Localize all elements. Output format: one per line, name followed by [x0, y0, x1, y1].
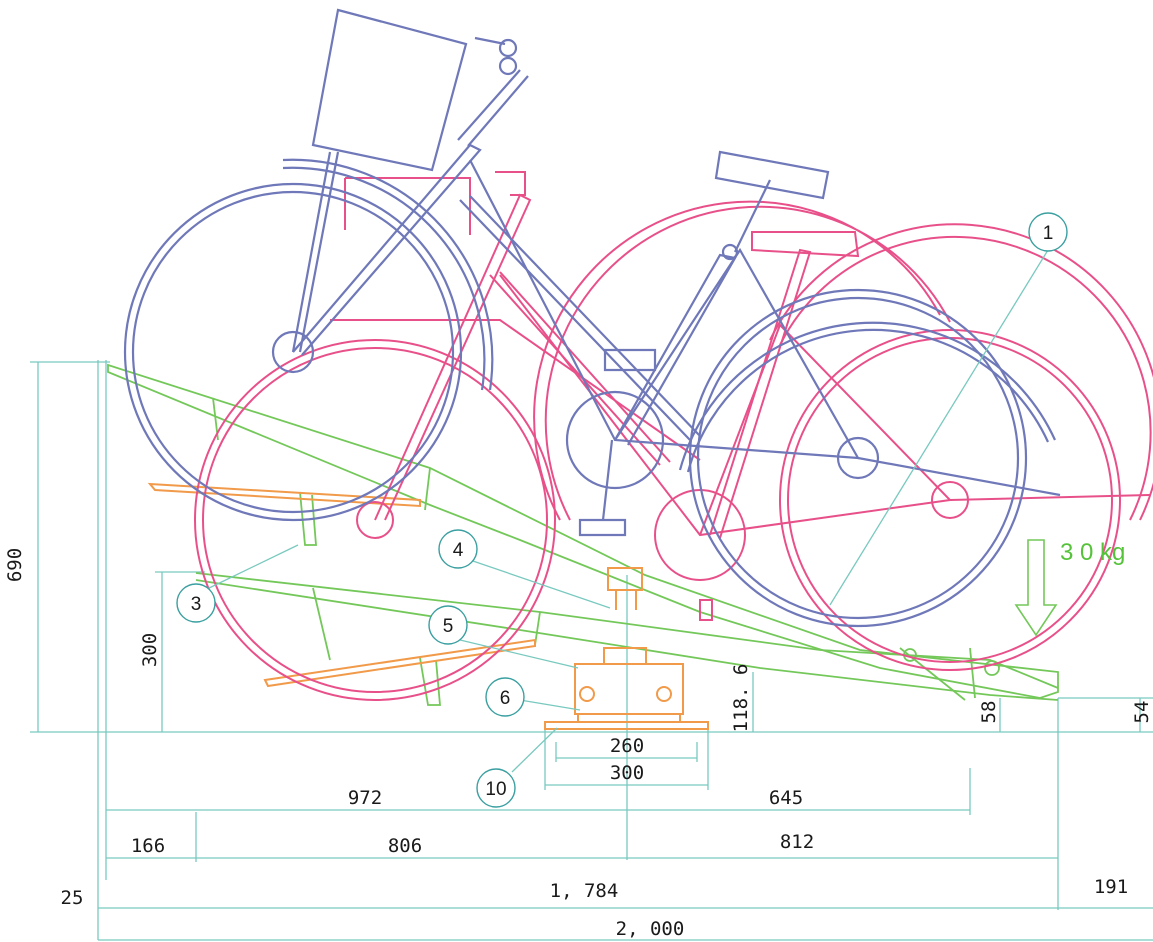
leader-lines — [204, 249, 1049, 773]
callout-5-label: 5 — [443, 616, 454, 637]
callout-4: 4 — [438, 529, 478, 569]
supports — [147, 482, 709, 730]
dim-118-6: 118. 6 — [730, 664, 752, 733]
dim-260: 260 — [610, 735, 644, 757]
callout-1-label: 1 — [1043, 223, 1054, 244]
dim-806: 806 — [388, 835, 422, 857]
callout-3: 3 — [176, 583, 216, 623]
dim-690: 690 — [4, 548, 26, 582]
dim-1784: 1, 784 — [550, 880, 619, 902]
lower-bicycle — [194, 171, 1153, 701]
callout-4-label: 4 — [453, 540, 464, 561]
dim-812: 812 — [780, 831, 814, 853]
callout-1: 1 — [1028, 212, 1068, 252]
dim-2000: 2, 000 — [616, 918, 685, 940]
dim-166: 166 — [131, 835, 165, 857]
upper-bicycle — [123, 8, 1061, 628]
rails — [107, 363, 1059, 706]
dim-972: 972 — [348, 787, 382, 809]
dim-300-width: 300 — [610, 762, 644, 784]
callout-6-label: 6 — [500, 688, 511, 709]
dimension-lines — [30, 360, 1153, 941]
callout-6: 6 — [485, 677, 525, 717]
dim-645: 645 — [769, 787, 803, 809]
dim-300-height: 300 — [139, 633, 161, 667]
callout-10: 10 — [476, 768, 516, 808]
dim-25: 25 — [61, 887, 84, 909]
callout-3-label: 3 — [191, 594, 202, 615]
callout-5: 5 — [428, 605, 468, 645]
dim-54: 54 — [1131, 701, 1153, 724]
load-label: 3 0 kg — [1060, 539, 1125, 566]
dim-191: 191 — [1094, 876, 1128, 898]
dim-58: 58 — [978, 701, 1000, 724]
callout-10-label: 10 — [485, 779, 506, 800]
load-arrow — [1014, 539, 1058, 637]
